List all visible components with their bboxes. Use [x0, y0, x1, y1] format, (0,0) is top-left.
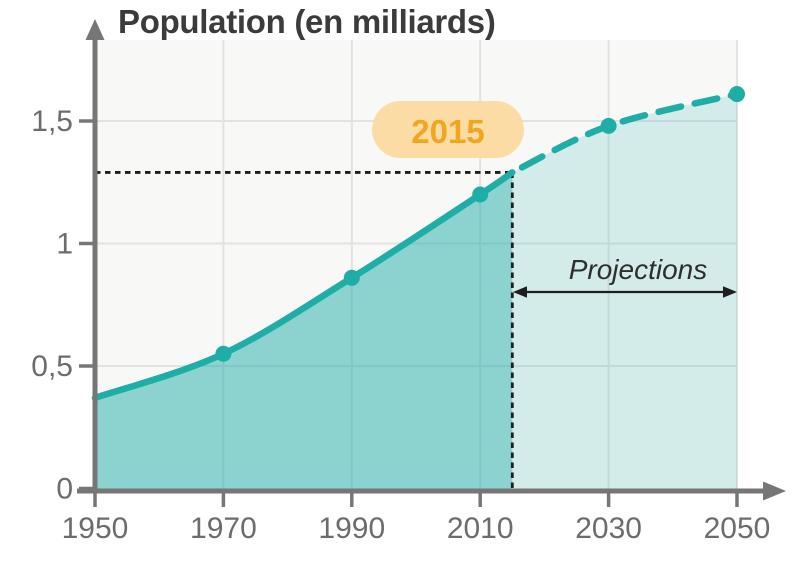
year-badge-pill [372, 101, 524, 158]
dashed-marker-lines-layer [95, 171, 514, 491]
tick-labels-layer: 1950 1970 1990 2010 2030 2050 0 0,5 1 1,5 [31, 105, 770, 545]
arrowhead-left-icon [513, 286, 527, 298]
y-tick-label: 0 [56, 473, 73, 506]
y-tick-label: 1,5 [31, 105, 73, 138]
data-point [472, 186, 489, 203]
data-points-layer [215, 86, 745, 362]
x-tick-label: 1970 [190, 512, 257, 545]
x-tick-label: 1950 [62, 512, 129, 545]
data-point [343, 269, 360, 286]
projections-range-arrow [513, 286, 737, 298]
y-axis-arrowhead-icon [85, 19, 105, 40]
data-point [215, 345, 232, 362]
x-axis-arrowhead-icon [763, 481, 786, 501]
y-tick-label: 1 [56, 228, 73, 261]
x-tick-label: 2050 [704, 512, 771, 545]
x-tick-label: 1990 [318, 512, 385, 545]
year-2015-badge: 2015 [372, 101, 524, 158]
x-tick-label: 2030 [575, 512, 642, 545]
chart-title: Population (en milliards) [118, 3, 496, 40]
projections-label: Projections [569, 254, 708, 285]
data-point [600, 117, 617, 134]
year-badge-label: 2015 [411, 113, 484, 150]
y-tick-label: 0,5 [31, 350, 73, 383]
observed-area-fill [95, 172, 513, 491]
data-point [729, 86, 745, 103]
projections-annotation: Projections [513, 254, 737, 298]
axes-layer [77, 19, 786, 507]
arrowhead-right-icon [723, 286, 737, 298]
x-tick-label: 2010 [447, 512, 514, 545]
